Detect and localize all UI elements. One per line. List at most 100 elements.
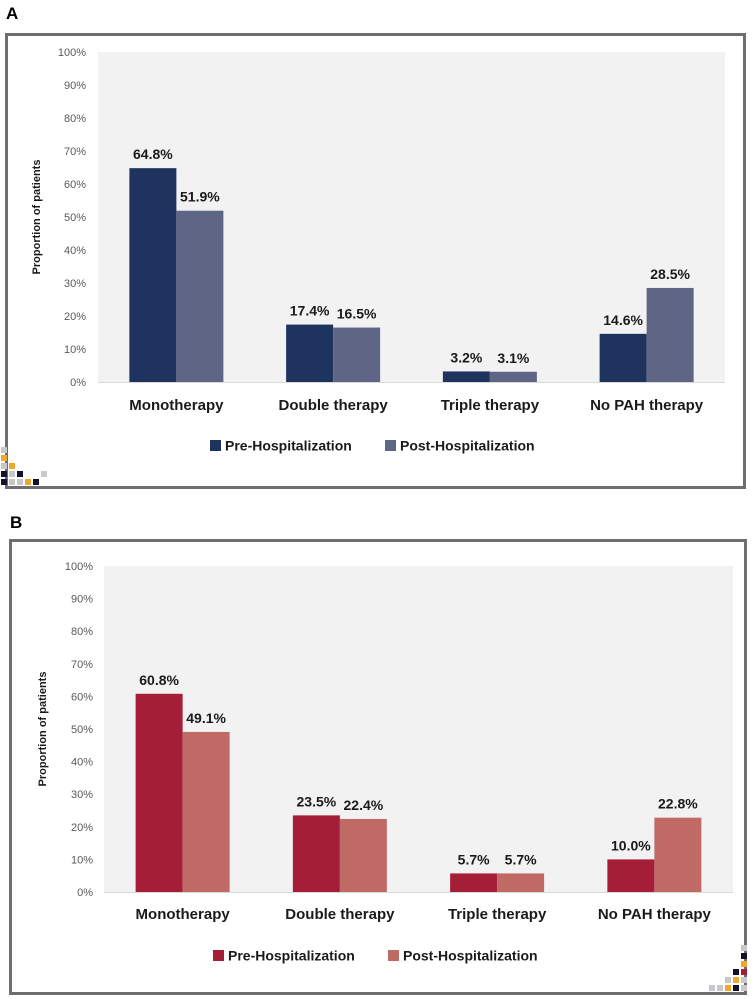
chart-a-category-label: Monotherapy: [129, 397, 224, 414]
chart-b-ytick-label: 100%: [65, 561, 93, 573]
chart-a-bar-post: [489, 371, 537, 382]
chart-b-bar-pre: [135, 693, 183, 892]
chart-a-bar-post: [176, 210, 224, 382]
logo-square: [741, 961, 747, 967]
logo-square: [717, 985, 723, 991]
chart-b-y-axis-title: Proportion of patients: [37, 672, 49, 787]
chart-a-data-label: 64.8%: [133, 146, 173, 162]
chart-b-ytick-label: 90%: [71, 594, 93, 606]
chart-a-ytick-label: 0%: [70, 377, 86, 389]
chart-a-ytick-label: 70%: [64, 146, 86, 158]
chart-b-ytick-label: 0%: [77, 887, 93, 899]
logo-mark-a: [1, 447, 47, 485]
chart-a-legend-label: Post-Hospitalization: [400, 438, 535, 454]
chart-b-ytick-label: 10%: [71, 854, 93, 866]
chart-b-legend-swatch-post: [388, 950, 399, 961]
logo-square: [733, 977, 739, 983]
chart-a-data-label: 17.4%: [290, 303, 330, 319]
chart-b-category-label: Monotherapy: [136, 906, 231, 923]
chart-b-data-label: 60.8%: [139, 672, 179, 688]
logo-square: [33, 479, 39, 485]
chart-a-data-label: 14.6%: [603, 312, 643, 328]
chart-a-y-axis-title: Proportion of patients: [31, 160, 43, 275]
logo-square: [725, 985, 731, 991]
chart-a-bar-post: [646, 287, 694, 382]
chart-b-category-label: Double therapy: [285, 906, 395, 923]
panel-a-letter: A: [6, 4, 19, 23]
logo-square: [1, 471, 7, 477]
chart-a-data-label: 3.2%: [450, 349, 482, 365]
chart-a-ytick-label: 100%: [58, 47, 86, 59]
chart-b-ytick-label: 80%: [71, 626, 93, 638]
chart-b-bar-post: [339, 818, 387, 892]
logo-square: [25, 479, 31, 485]
logo-square: [709, 985, 715, 991]
logo-square: [17, 471, 23, 477]
chart-b-ytick-label: 20%: [71, 822, 93, 834]
chart-a-ytick-label: 20%: [64, 311, 86, 323]
chart-a-legend-swatch-pre: [210, 440, 221, 451]
logo-square: [9, 479, 15, 485]
chart-a-ytick-label: 60%: [64, 179, 86, 191]
chart-b-data-label: 22.8%: [658, 796, 698, 812]
logo-square: [9, 471, 15, 477]
chart-a-legend-swatch-post: [385, 440, 396, 451]
chart-b-data-label: 5.7%: [505, 851, 537, 867]
chart-a-bar-pre: [599, 333, 647, 382]
logo-square: [741, 969, 747, 975]
logo-square: [741, 977, 747, 983]
logo-square: [41, 471, 47, 477]
panel-b-letter: B: [10, 513, 23, 532]
chart-b-ytick-label: 60%: [71, 691, 93, 703]
chart-b-data-label: 22.4%: [344, 797, 384, 813]
chart-b-data-label: 23.5%: [297, 793, 337, 809]
chart-a-ytick-label: 40%: [64, 245, 86, 257]
chart-a-bar-pre: [286, 324, 334, 382]
chart-b-data-label: 49.1%: [186, 710, 226, 726]
chart-b-bar-post: [497, 873, 545, 892]
chart-b-bar-pre: [450, 873, 498, 892]
logo-square: [9, 463, 15, 469]
chart-a-ytick-label: 50%: [64, 212, 86, 224]
logo-mark-b: [709, 945, 747, 991]
chart-a-category-label: Double therapy: [279, 397, 389, 414]
chart-b-bar-post: [654, 817, 702, 892]
chart-a-legend-label: Pre-Hospitalization: [225, 438, 352, 454]
chart-b-legend-label: Pre-Hospitalization: [228, 948, 355, 964]
chart-b-category-label: No PAH therapy: [598, 906, 712, 923]
logo-square: [733, 969, 739, 975]
chart-b-ytick-label: 30%: [71, 789, 93, 801]
logo-square: [1, 447, 7, 453]
chart-a-bar-post: [333, 327, 381, 382]
chart-b-ytick-label: 40%: [71, 757, 93, 769]
chart-b-data-label: 5.7%: [458, 851, 490, 867]
chart-b-legend-label: Post-Hospitalization: [403, 948, 538, 964]
logo-square: [741, 985, 747, 991]
logo-square: [17, 479, 23, 485]
chart-a-ytick-label: 90%: [64, 80, 86, 92]
chart-b-bar-pre: [292, 815, 340, 892]
chart-b-data-label: 10.0%: [611, 837, 651, 853]
chart-a-category-label: Triple therapy: [441, 397, 540, 414]
chart-a-ytick-label: 80%: [64, 113, 86, 125]
chart-a-ytick-label: 30%: [64, 278, 86, 290]
chart-a-data-label: 16.5%: [337, 306, 377, 322]
chart-a-data-label: 3.1%: [497, 350, 529, 366]
logo-square: [1, 463, 7, 469]
logo-square: [733, 985, 739, 991]
chart-a-data-label: 51.9%: [180, 189, 220, 205]
logo-square: [741, 953, 747, 959]
logo-square: [725, 977, 731, 983]
chart-a-bar-pre: [442, 371, 490, 382]
chart-b-bar-pre: [607, 859, 655, 892]
chart-a-category-label: No PAH therapy: [590, 397, 704, 414]
chart-a-data-label: 28.5%: [650, 266, 690, 282]
chart-a-ytick-label: 10%: [64, 344, 86, 356]
logo-square: [1, 479, 7, 485]
chart-b-legend-swatch-pre: [213, 950, 224, 961]
logo-square: [741, 945, 747, 951]
chart-b-ytick-label: 50%: [71, 724, 93, 736]
chart-b-category-label: Triple therapy: [448, 906, 547, 923]
chart-a-bar-pre: [129, 168, 177, 382]
